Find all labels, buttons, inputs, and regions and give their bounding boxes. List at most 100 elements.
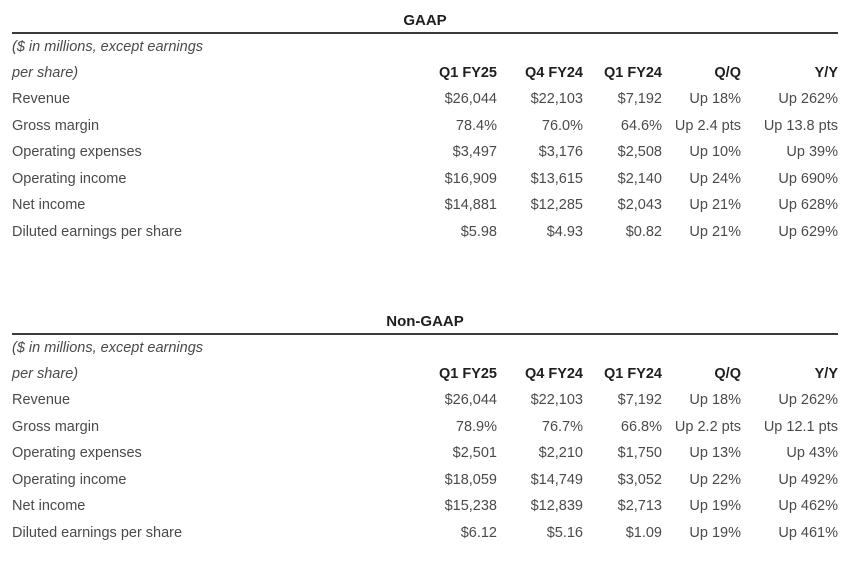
row-label: Operating income bbox=[12, 471, 127, 488]
cell-value: Up 19% bbox=[689, 524, 741, 541]
non-gaap-note-row-1: ($ in millions, except earnings bbox=[12, 335, 838, 361]
column-header-qq: Q/Q bbox=[714, 366, 741, 382]
cell-value: 66.8% bbox=[620, 418, 662, 435]
cell-value: $16,909 bbox=[444, 170, 497, 187]
column-header-q1fy24: Q1 FY24 bbox=[603, 366, 662, 382]
table-row-net-income: Net income $14,881 $12,285 $2,043 Up 21%… bbox=[12, 192, 838, 219]
cell-value: Up 492% bbox=[778, 471, 838, 488]
cell-value: Up 18% bbox=[689, 91, 741, 108]
cell-value: $3,497 bbox=[452, 144, 497, 161]
cell-value: $3,052 bbox=[617, 471, 662, 488]
column-header-q1fy25: Q1 FY25 bbox=[438, 366, 497, 382]
cell-value: $13,615 bbox=[530, 170, 583, 187]
cell-value: Up 2.2 pts bbox=[674, 418, 741, 435]
cell-value: $5.98 bbox=[460, 223, 497, 240]
table-note-line2: per share) bbox=[12, 366, 79, 382]
cell-value: $26,044 bbox=[444, 392, 497, 409]
column-header-q4fy24: Q4 FY24 bbox=[524, 366, 583, 382]
row-label: Operating expenses bbox=[12, 445, 142, 462]
cell-value: Up 628% bbox=[778, 197, 838, 214]
cell-value: 78.9% bbox=[455, 418, 497, 435]
column-header-q1fy24: Q1 FY24 bbox=[603, 65, 662, 81]
cell-value: Up 629% bbox=[778, 223, 838, 240]
cell-value: $2,210 bbox=[538, 445, 583, 462]
cell-value: $2,501 bbox=[452, 445, 497, 462]
table-row-diluted-eps: Diluted earnings per share $6.12 $5.16 $… bbox=[12, 520, 838, 547]
table-note-line2: per share) bbox=[12, 65, 79, 81]
cell-value: $2,043 bbox=[617, 197, 662, 214]
row-label: Net income bbox=[12, 197, 86, 214]
table-row-operating-expenses: Operating expenses $3,497 $3,176 $2,508 … bbox=[12, 139, 838, 166]
gaap-column-header-row: per share) Q1 FY25 Q4 FY24 Q1 FY24 Q/Q Y… bbox=[12, 60, 838, 86]
cell-value: Up 462% bbox=[778, 498, 838, 515]
row-label: Gross margin bbox=[12, 117, 100, 134]
column-header-qq: Q/Q bbox=[714, 65, 741, 81]
cell-value: 64.6% bbox=[620, 117, 662, 134]
table-row-operating-expenses: Operating expenses $2,501 $2,210 $1,750 … bbox=[12, 440, 838, 467]
row-label: Net income bbox=[12, 498, 86, 515]
cell-value: $1.09 bbox=[625, 524, 662, 541]
table-note-line1: ($ in millions, except earnings bbox=[12, 340, 204, 356]
row-label: Diluted earnings per share bbox=[12, 524, 183, 541]
cell-value: Up 39% bbox=[786, 144, 838, 161]
non-gaap-column-header-row: per share) Q1 FY25 Q4 FY24 Q1 FY24 Q/Q Y… bbox=[12, 361, 838, 387]
table-row-revenue: Revenue $26,044 $22,103 $7,192 Up 18% Up… bbox=[12, 387, 838, 414]
row-label: Operating income bbox=[12, 170, 127, 187]
cell-value: Up 21% bbox=[689, 197, 741, 214]
cell-value: $15,238 bbox=[444, 498, 497, 515]
gaap-header-rule bbox=[12, 32, 838, 34]
gaap-note-row-1: ($ in millions, except earnings bbox=[12, 34, 838, 60]
cell-value: Up 690% bbox=[778, 170, 838, 187]
cell-value: $18,059 bbox=[444, 471, 497, 488]
cell-value: Up 2.4 pts bbox=[674, 117, 741, 134]
column-header-q1fy25: Q1 FY25 bbox=[438, 65, 497, 81]
table-row-operating-income: Operating income $18,059 $14,749 $3,052 … bbox=[12, 467, 838, 494]
row-label: Diluted earnings per share bbox=[12, 223, 183, 240]
table-row-gross-margin: Gross margin 78.4% 76.0% 64.6% Up 2.4 pt… bbox=[12, 113, 838, 140]
cell-value: 78.4% bbox=[455, 117, 497, 134]
cell-value: $14,881 bbox=[444, 197, 497, 214]
cell-value: 76.7% bbox=[541, 418, 583, 435]
table-row-revenue: Revenue $26,044 $22,103 $7,192 Up 18% Up… bbox=[12, 86, 838, 113]
cell-value: $12,839 bbox=[530, 498, 583, 515]
row-label: Revenue bbox=[12, 392, 71, 409]
cell-value: $14,749 bbox=[530, 471, 583, 488]
cell-value: $12,285 bbox=[530, 197, 583, 214]
column-header-yy: Y/Y bbox=[814, 366, 838, 382]
cell-value: $5.16 bbox=[546, 524, 583, 541]
gaap-section: GAAP ($ in millions, except earnings per… bbox=[12, 0, 838, 245]
non-gaap-section: Non-GAAP ($ in millions, except earnings… bbox=[12, 301, 838, 546]
cell-value: $22,103 bbox=[530, 91, 583, 108]
cell-value: $7,192 bbox=[617, 392, 662, 409]
cell-value: Up 22% bbox=[689, 471, 741, 488]
table-row-net-income: Net income $15,238 $12,839 $2,713 Up 19%… bbox=[12, 493, 838, 520]
row-label: Gross margin bbox=[12, 418, 100, 435]
cell-value: $22,103 bbox=[530, 392, 583, 409]
table-note-line1: ($ in millions, except earnings bbox=[12, 39, 204, 55]
non-gaap-header-rule bbox=[12, 333, 838, 335]
non-gaap-table: ($ in millions, except earnings per shar… bbox=[12, 335, 838, 546]
cell-value: 76.0% bbox=[541, 117, 583, 134]
table-row-gross-margin: Gross margin 78.9% 76.7% 66.8% Up 2.2 pt… bbox=[12, 414, 838, 441]
cell-value: $0.82 bbox=[625, 223, 662, 240]
row-label: Revenue bbox=[12, 91, 71, 108]
table-row-operating-income: Operating income $16,909 $13,615 $2,140 … bbox=[12, 166, 838, 193]
cell-value: $6.12 bbox=[460, 524, 497, 541]
cell-value: $4.93 bbox=[546, 223, 583, 240]
cell-value: $7,192 bbox=[617, 91, 662, 108]
gaap-section-title: GAAP bbox=[403, 12, 447, 29]
cell-value: Up 43% bbox=[786, 445, 838, 462]
cell-value: Up 18% bbox=[689, 392, 741, 409]
cell-value: Up 262% bbox=[778, 392, 838, 409]
cell-value: Up 19% bbox=[689, 498, 741, 515]
cell-value: Up 21% bbox=[689, 223, 741, 240]
cell-value: Up 13.8 pts bbox=[763, 117, 838, 134]
column-header-yy: Y/Y bbox=[814, 65, 838, 81]
cell-value: $2,140 bbox=[617, 170, 662, 187]
cell-value: Up 10% bbox=[689, 144, 741, 161]
cell-value: $3,176 bbox=[538, 144, 583, 161]
cell-value: Up 262% bbox=[778, 91, 838, 108]
cell-value: Up 461% bbox=[778, 524, 838, 541]
column-header-q4fy24: Q4 FY24 bbox=[524, 65, 583, 81]
